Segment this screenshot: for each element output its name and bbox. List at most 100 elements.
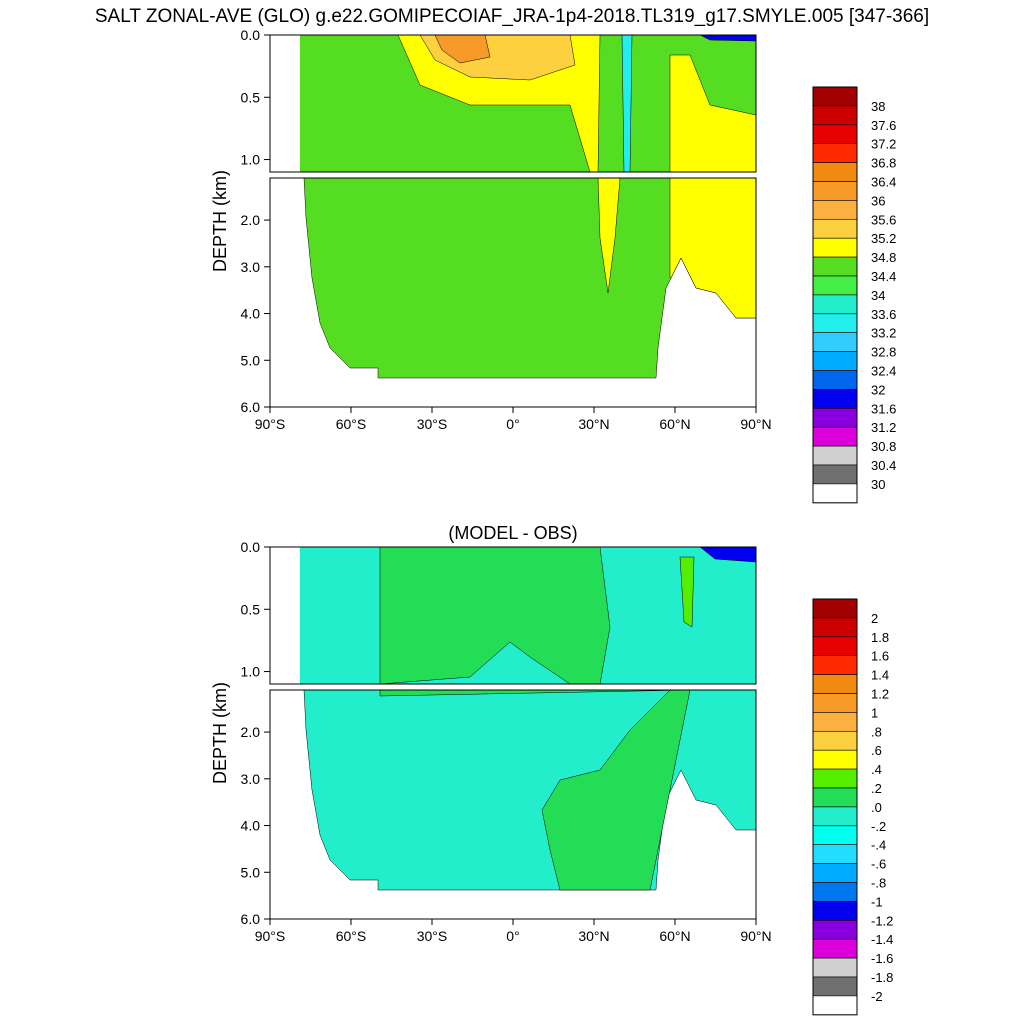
colorbar-label: 1.2 [871, 687, 889, 702]
y-tick-label: 0.5 [241, 601, 261, 617]
colorbar-label: 34.4 [871, 269, 896, 284]
colorbar-label: 30.4 [871, 458, 896, 473]
upper-plot-frame [269, 34, 757, 173]
field-region-green-lower [379, 689, 691, 891]
y-tick-label: 0.5 [241, 89, 261, 105]
colorbar-swatch [812, 294, 858, 315]
colorbar-swatch [812, 901, 858, 921]
y-tick-label: 3.0 [241, 771, 261, 787]
field-region-green-positive [379, 546, 611, 685]
colorbar-label: -1 [871, 894, 883, 909]
x-tick-label: 30°N [578, 416, 609, 432]
colorbar-swatch [812, 976, 858, 997]
y-tick-label: 5.0 [241, 864, 261, 880]
colorbar-swatch [812, 598, 858, 619]
y-tick-label: 2.0 [241, 212, 261, 228]
colorbar-frame [812, 86, 858, 504]
y-tick-label: 4.0 [241, 818, 261, 834]
field-region-lime-arctic [679, 556, 695, 628]
colorbar-swatch [812, 332, 858, 352]
x-tick-label: 90°S [255, 416, 286, 432]
colorbar-swatch [812, 426, 858, 447]
y-tick-label: 4.0 [241, 306, 261, 322]
x-tick-label: 60°N [659, 928, 690, 944]
colorbar-label: 34 [871, 288, 885, 303]
colorbar-label: 30 [871, 477, 885, 492]
x-tick-label: 0° [506, 928, 519, 944]
colorbar-label: 33.2 [871, 326, 896, 341]
colorbar-label: -.2 [871, 819, 886, 834]
colorbar-swatch [812, 219, 858, 239]
colorbar-swatch [812, 389, 858, 409]
salinity-panel: DEPTH (km) 0.0 0.5 1.0 2.0 3.0 4.0 5.0 6.090°S 60… [210, 27, 896, 504]
colorbar-label: -.8 [871, 876, 886, 891]
colorbar-label: 35.2 [871, 231, 896, 246]
y-axis-label: DEPTH (km) [210, 682, 230, 784]
colorbar-label: 32.8 [871, 345, 896, 360]
colorbar-swatch [812, 86, 858, 107]
colorbar-swatch [812, 162, 858, 182]
colorbar-swatch [812, 712, 858, 732]
colorbar-swatch [812, 237, 858, 258]
colorbar-label: 1.6 [871, 649, 889, 664]
colorbar-swatch [812, 787, 858, 808]
colorbar-swatch [812, 844, 858, 864]
colorbar-label: 34.8 [871, 250, 896, 265]
colorbar-label: 38 [871, 99, 885, 114]
colorbar-swatch [812, 749, 858, 770]
colorbar-swatch [812, 882, 858, 902]
colorbar-swatch [812, 370, 858, 390]
colorbar-swatch [812, 655, 858, 675]
colorbar-swatch [812, 105, 858, 126]
colorbar-swatch [812, 445, 858, 466]
colorbar-label: .4 [871, 762, 882, 777]
colorbar-label: .6 [871, 743, 882, 758]
colorbar-label: 1.4 [871, 668, 889, 683]
colorbar-label: 32.4 [871, 364, 896, 379]
colorbar-label: 30.8 [871, 439, 896, 454]
colorbar-label: .0 [871, 800, 882, 815]
x-tick-label: 60°S [336, 416, 367, 432]
colorbar-label: 1.8 [871, 630, 889, 645]
colorbar-swatch [812, 617, 858, 638]
colorbar-label: -1.2 [871, 913, 893, 928]
x-tick-label: 30°S [417, 928, 448, 944]
x-tick-label: 90°N [740, 416, 771, 432]
colorbar-swatch [812, 275, 858, 296]
colorbar-swatch [812, 674, 858, 694]
colorbar-label: -1.4 [871, 932, 893, 947]
colorbar-label: -.4 [871, 838, 886, 853]
colorbar-label: 36.4 [871, 175, 896, 190]
y-tick-label: 6.0 [241, 399, 261, 415]
colorbar-swatch [812, 200, 858, 220]
axis-break-band [268, 684, 758, 690]
colorbar-label: 36 [871, 193, 885, 208]
colorbar-label: 2 [871, 611, 878, 626]
colorbar-swatch [812, 181, 858, 201]
model-minus-obs-panel: (MODEL - OBS)DEPTH (km)0.00.51.02.03.04.… [210, 523, 893, 1016]
colorbar-swatch [812, 313, 858, 333]
colorbar-label: .2 [871, 781, 882, 796]
colorbar-label: -1.8 [871, 970, 893, 985]
y-tick-label: 1.0 [241, 664, 261, 680]
colorbar-swatch [812, 256, 858, 277]
y-tick-label: 0.0 [241, 539, 261, 555]
x-tick-label: 90°S [255, 928, 286, 944]
y-tick-label: 0.0 [241, 27, 261, 43]
x-tick-label: 0° [506, 416, 519, 432]
colorbar-label: .8 [871, 724, 882, 739]
colorbar-label: -1.6 [871, 951, 893, 966]
colorbar-label: 33.6 [871, 307, 896, 322]
y-tick-label: 5.0 [241, 352, 261, 368]
y-tick-label: 2.0 [241, 724, 261, 740]
colorbar-label: 36.8 [871, 156, 896, 171]
colorbar-label: 35.6 [871, 212, 896, 227]
colorbar-swatch [812, 938, 858, 959]
colorbar-label: -2 [871, 989, 883, 1004]
colorbar-label: 32 [871, 382, 885, 397]
colorbar-label: 1 [871, 705, 878, 720]
y-axis-label: DEPTH (km) [210, 170, 230, 272]
colorbar-swatch [812, 124, 858, 145]
panel-title: (MODEL - OBS) [448, 523, 577, 543]
